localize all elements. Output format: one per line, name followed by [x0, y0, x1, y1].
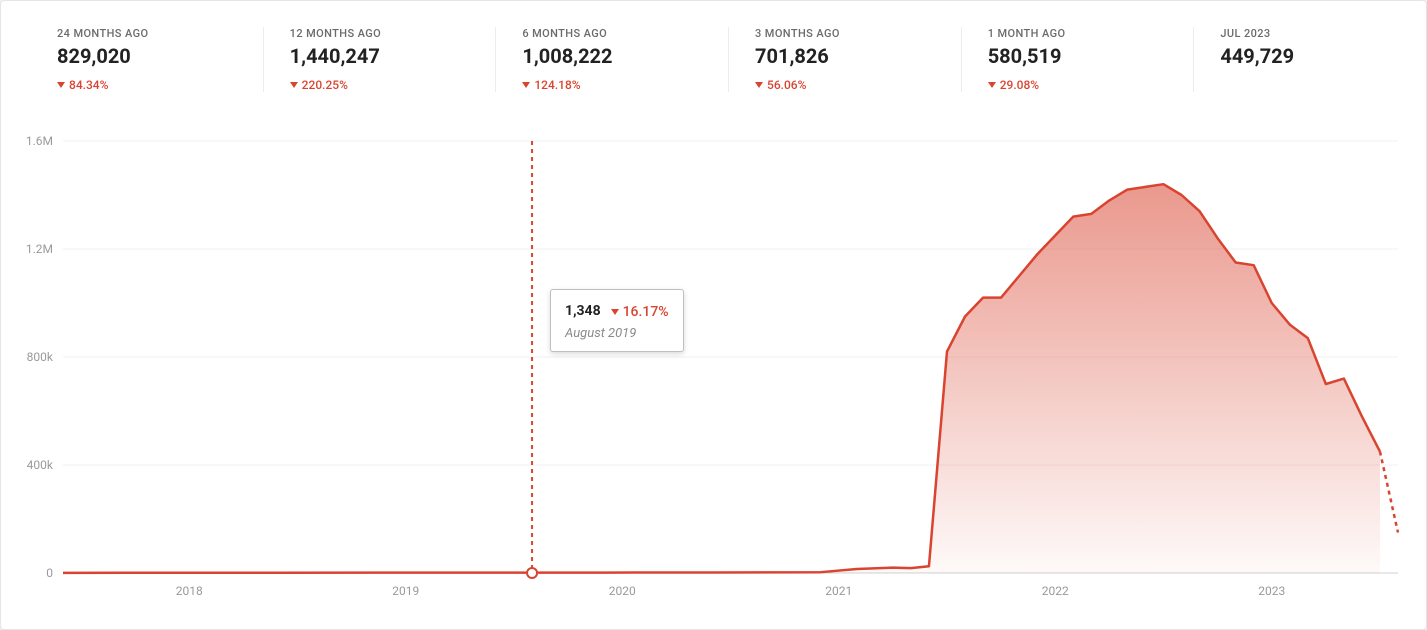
tooltip-date: August 2019 — [565, 326, 669, 341]
arrow-down-icon — [988, 82, 996, 88]
stat-label: JUL 2023 — [1220, 27, 1400, 40]
stat-card: 1 MONTH AGO 580,519 29.08% — [961, 27, 1194, 92]
stat-card: 12 MONTHS AGO 1,440,247 220.25% — [263, 27, 496, 92]
arrow-down-icon — [290, 82, 298, 88]
stat-change: 220.25% — [290, 78, 470, 92]
arrow-down-icon — [57, 82, 65, 88]
stat-label: 24 MONTHS AGO — [57, 27, 237, 40]
stat-card: 24 MONTHS AGO 829,020 84.34% — [1, 27, 263, 92]
stat-value: 449,729 — [1220, 44, 1400, 68]
tooltip-value: 1,348 — [565, 303, 601, 319]
stat-change: 56.06% — [755, 78, 935, 92]
stat-change-value: 84.34% — [69, 78, 108, 92]
svg-text:2018: 2018 — [176, 584, 203, 598]
stat-card: JUL 2023 449,729 — [1193, 27, 1426, 92]
svg-text:2021: 2021 — [825, 584, 852, 598]
stat-card: 3 MONTHS AGO 701,826 56.06% — [728, 27, 961, 92]
stat-value: 580,519 — [988, 44, 1168, 68]
tooltip-change: 16.17% — [611, 304, 669, 320]
stat-value: 1,008,222 — [522, 44, 702, 68]
svg-text:2020: 2020 — [609, 584, 636, 598]
stat-value: 829,020 — [57, 44, 237, 68]
svg-text:2019: 2019 — [392, 584, 419, 598]
svg-text:0: 0 — [46, 566, 53, 580]
stat-value: 1,440,247 — [290, 44, 470, 68]
stats-row: 24 MONTHS AGO829,02084.34%12 MONTHS AGO1… — [1, 1, 1426, 106]
traffic-chart[interactable]: 0 400k 800k 1.2M 1.6M 2018 2019 2020 2021 2022 202… — [1, 121, 1426, 619]
stat-label: 6 MONTHS AGO — [522, 27, 702, 40]
stat-change-value: 124.18% — [534, 78, 580, 92]
stat-change-value: 220.25% — [302, 78, 348, 92]
stat-value: 701,826 — [755, 44, 935, 68]
stat-change: 29.08% — [988, 78, 1168, 92]
svg-text:1.6M: 1.6M — [26, 134, 53, 148]
svg-text:2023: 2023 — [1258, 584, 1285, 598]
stat-change: 124.18% — [522, 78, 702, 92]
stat-card: 6 MONTHS AGO 1,008,222 124.18% — [495, 27, 728, 92]
svg-text:1.2M: 1.2M — [26, 242, 53, 256]
stat-change-value: 56.06% — [767, 78, 806, 92]
stat-change-value: 29.08% — [1000, 78, 1039, 92]
stat-label: 1 MONTH AGO — [988, 27, 1168, 40]
stat-label: 3 MONTHS AGO — [755, 27, 935, 40]
analytics-card: 24 MONTHS AGO829,02084.34%12 MONTHS AGO1… — [0, 0, 1427, 630]
svg-text:800k: 800k — [27, 350, 54, 364]
chart-tooltip: 1,348 16.17% August 2019 — [550, 289, 684, 352]
svg-text:2022: 2022 — [1042, 584, 1069, 598]
arrow-down-icon — [755, 82, 763, 88]
stat-change: 84.34% — [57, 78, 237, 92]
arrow-down-icon — [522, 82, 530, 88]
stat-label: 12 MONTHS AGO — [290, 27, 470, 40]
arrow-down-icon — [611, 309, 619, 315]
svg-text:400k: 400k — [27, 458, 54, 472]
